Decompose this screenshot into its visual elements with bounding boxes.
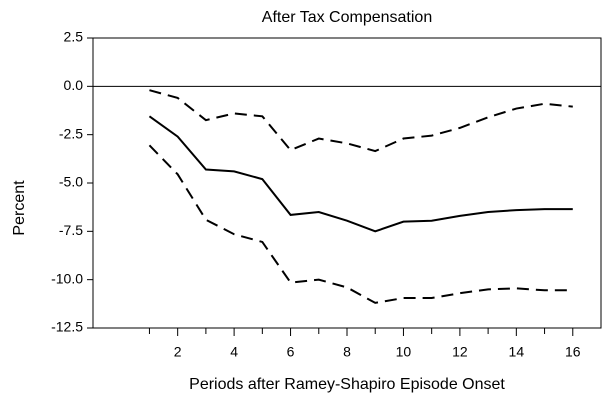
y-tick-label: -12.5 [51, 319, 83, 335]
x-tick-label: 8 [343, 344, 351, 360]
y-tick-label: -7.5 [59, 222, 83, 238]
y-tick-label: -2.5 [59, 125, 83, 141]
y-tick-label: 0.0 [64, 77, 84, 93]
x-tick-label: 6 [287, 344, 295, 360]
y-tick-label: -10.0 [51, 270, 83, 286]
x-tick-label: 2 [174, 344, 182, 360]
line-series [148, 144, 573, 304]
x-tick-label: 4 [230, 344, 238, 360]
chart-title: After Tax Compensation [262, 9, 432, 26]
y-tick-label: 2.5 [64, 29, 84, 45]
y-tick-label: -5.0 [59, 174, 83, 190]
plot-frame [92, 37, 602, 329]
x-tick-label: 10 [396, 344, 412, 360]
y-axis-label: Percent [11, 180, 28, 236]
line-series [149, 89, 573, 153]
line-series [148, 115, 573, 233]
x-tick-label: 12 [452, 344, 468, 360]
x-axis-label: Periods after Ramey-Shapiro Episode Onse… [189, 376, 505, 393]
x-tick-label: 16 [565, 344, 581, 360]
x-tick-label: 14 [509, 344, 525, 360]
